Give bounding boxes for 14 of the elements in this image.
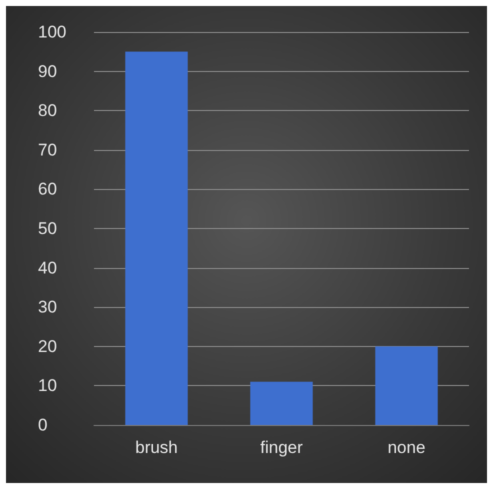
y-tick-label: 80 [38, 101, 57, 120]
y-tick-label: 90 [38, 62, 57, 81]
y-tick-label: 60 [38, 180, 57, 199]
y-tick-label: 70 [38, 140, 57, 160]
x-tick-label: brush [135, 438, 178, 457]
y-tick-label: 20 [38, 336, 57, 356]
y-tick-label: 100 [38, 22, 66, 42]
x-tick-label: finger [260, 438, 304, 457]
x-tick-label: none [388, 438, 426, 457]
y-tick-label: 40 [38, 258, 57, 278]
y-tick-label: 0 [38, 416, 48, 434]
y-tick-label: 50 [38, 219, 57, 238]
y-tick-label: 30 [38, 298, 57, 317]
y-tick-label: 10 [38, 376, 57, 396]
